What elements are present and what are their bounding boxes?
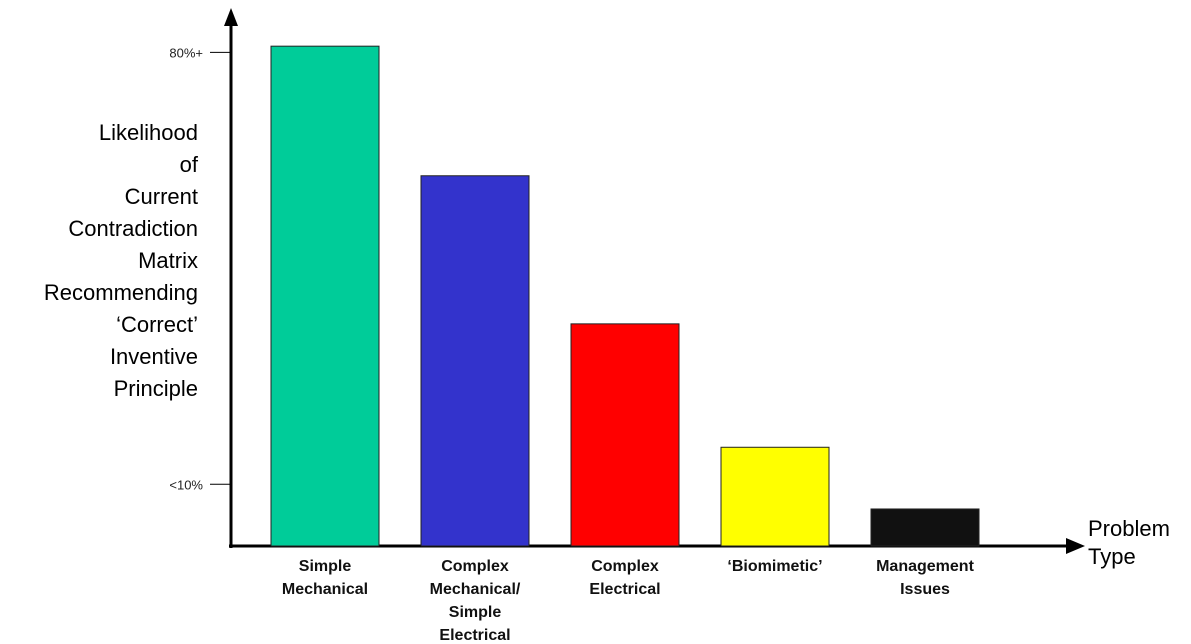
y-axis-label-line: Likelihood bbox=[99, 120, 198, 145]
y-axis-label-line: Current bbox=[125, 184, 198, 209]
category-label: Electrical bbox=[589, 581, 660, 598]
category-label: ‘Biomimetic’ bbox=[727, 558, 822, 575]
bar bbox=[420, 175, 530, 547]
y-axis-label: Likelihood of Current Contradiction Matrix Re… bbox=[44, 120, 199, 401]
y-tick-label: 80%+ bbox=[169, 45, 203, 60]
x-axis-category-labels: Simple Mechanical Complex Mechanical/Simple… bbox=[282, 558, 975, 644]
category-label: Management bbox=[876, 558, 974, 575]
bars bbox=[270, 45, 980, 547]
category-label: Issues bbox=[900, 581, 950, 598]
y-axis-ticks: 80%+ <10% bbox=[169, 45, 231, 492]
y-axis-label-line: Contradiction bbox=[68, 216, 198, 241]
bar bbox=[720, 446, 830, 547]
y-axis-label-line: Principle bbox=[114, 376, 198, 401]
x-axis-label-line: Type bbox=[1088, 544, 1136, 569]
y-axis-label-line: Recommending bbox=[44, 280, 198, 305]
y-tick-label: <10% bbox=[169, 477, 203, 492]
x-axis-arrow-icon bbox=[1066, 538, 1085, 554]
category-label: Complex bbox=[591, 558, 659, 575]
y-axis-label-line: Matrix bbox=[138, 248, 198, 273]
x-axis-label-line: Problem bbox=[1088, 516, 1170, 541]
y-axis-label-line: ‘Correct’ bbox=[116, 312, 198, 337]
category-label: Simple bbox=[299, 558, 352, 575]
category-label: Simple bbox=[449, 604, 502, 621]
y-axis-arrow-icon bbox=[224, 8, 238, 26]
category-label: Mechanical bbox=[282, 581, 368, 598]
y-axis-label-line: of bbox=[180, 152, 199, 177]
category-label: Complex bbox=[441, 558, 509, 575]
category-label: Mechanical/ bbox=[430, 581, 521, 598]
bar bbox=[570, 323, 680, 547]
bar bbox=[870, 508, 980, 547]
category-label: Electrical bbox=[439, 627, 510, 644]
bar bbox=[270, 45, 380, 547]
x-axis-label: Problem Type bbox=[1088, 516, 1170, 569]
y-axis-label-line: Inventive bbox=[110, 344, 198, 369]
